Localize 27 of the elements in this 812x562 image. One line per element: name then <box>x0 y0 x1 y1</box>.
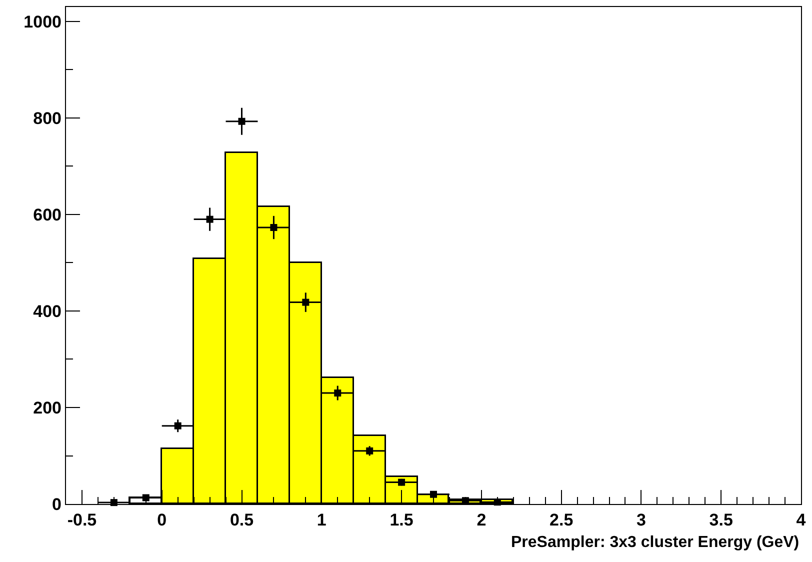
point <box>174 422 182 430</box>
point <box>366 447 374 454</box>
x-tick-label: 1.5 <box>390 510 414 530</box>
point <box>398 478 406 486</box>
point <box>302 298 310 306</box>
x-tick-label: 2.5 <box>550 510 574 530</box>
point <box>238 118 246 125</box>
x-tick-label: -0.5 <box>67 510 97 530</box>
x-tick-label: 2 <box>476 510 486 530</box>
x-axis-title: PreSampler: 3x3 cluster Energy (GeV) <box>511 534 800 551</box>
y-tick-label: 1000 <box>24 12 62 32</box>
y-tick-label: 400 <box>33 302 62 321</box>
point <box>270 224 278 232</box>
x-tick-label: 3.5 <box>709 510 733 530</box>
y-tick-label: 800 <box>33 108 62 128</box>
point <box>334 390 342 397</box>
point <box>142 494 150 502</box>
x-tick-label: 3 <box>636 510 646 530</box>
y-tick-label: 200 <box>33 398 62 418</box>
y-tick-label: 600 <box>33 205 62 224</box>
x-tick-label: 0.5 <box>230 510 254 530</box>
point <box>206 216 214 223</box>
y-tick-label: 0 <box>52 494 62 514</box>
point <box>430 490 437 498</box>
x-tick-label: 0 <box>157 510 167 530</box>
x-tick-label: 4 <box>796 510 806 530</box>
x-tick-label: 1 <box>316 510 326 530</box>
